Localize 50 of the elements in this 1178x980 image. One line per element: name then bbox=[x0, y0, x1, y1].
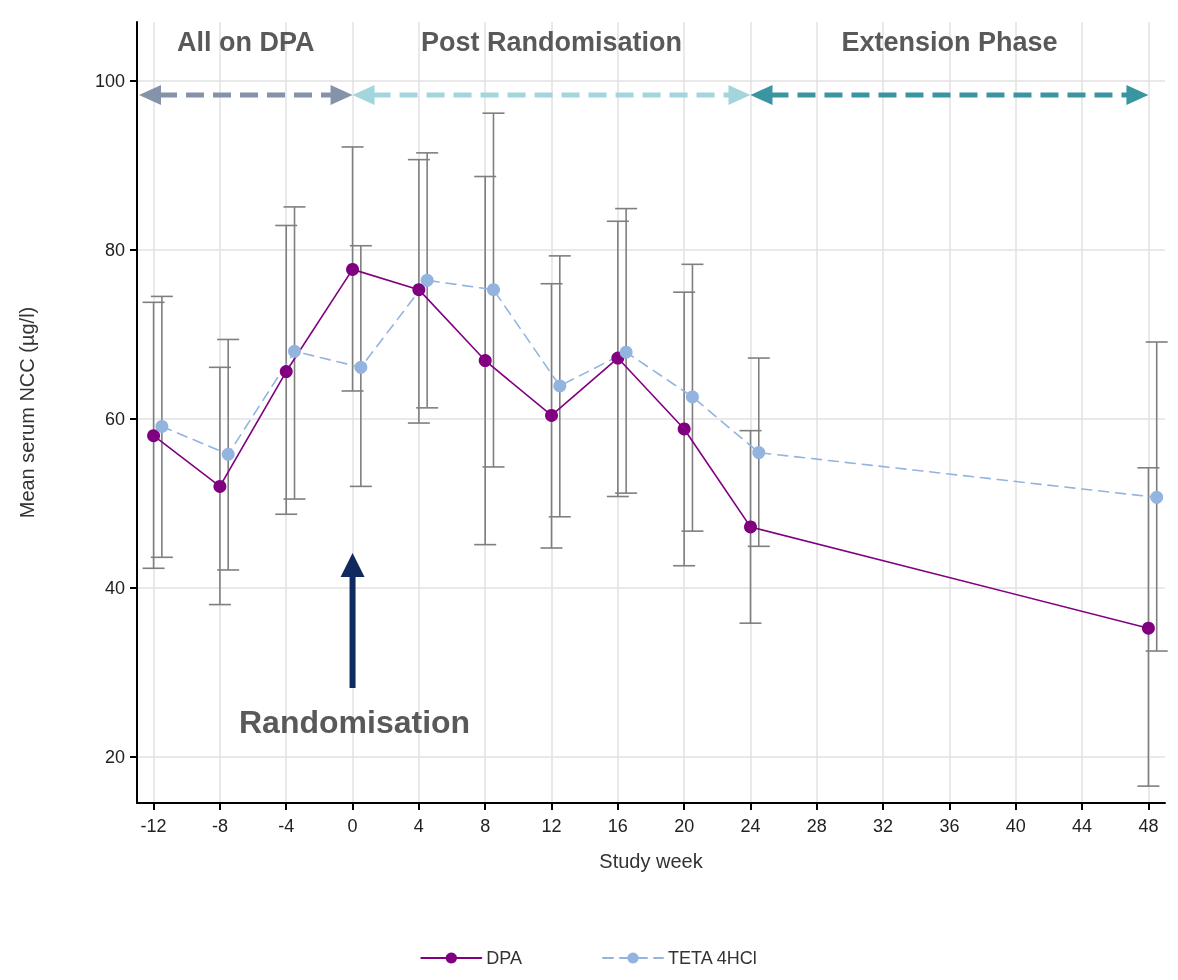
x-tick-label: 24 bbox=[740, 816, 761, 836]
x-tick-label: 12 bbox=[541, 816, 562, 836]
annotation: Extension Phase bbox=[841, 26, 1058, 57]
x-tick-label: -4 bbox=[278, 816, 295, 836]
point bbox=[553, 379, 567, 393]
point bbox=[752, 446, 766, 460]
point bbox=[420, 273, 434, 287]
y-tick-label: 20 bbox=[104, 746, 125, 767]
y-axis-title: Mean serum NCC (µg/l) bbox=[16, 306, 38, 519]
point bbox=[221, 447, 235, 461]
y-tick-label: 40 bbox=[104, 577, 125, 598]
point bbox=[685, 390, 699, 404]
x-tick-label: 20 bbox=[674, 816, 695, 836]
legend-label: TETA 4HCl bbox=[668, 948, 757, 968]
y-tick-label: 100 bbox=[94, 71, 125, 92]
point bbox=[412, 283, 426, 297]
x-tick-label: 36 bbox=[939, 816, 960, 836]
x-tick-label: 28 bbox=[806, 816, 827, 836]
x-tick-label: 32 bbox=[873, 816, 894, 836]
x-axis-title: Study week bbox=[599, 850, 704, 872]
point bbox=[213, 479, 227, 493]
x-tick-label: 44 bbox=[1072, 816, 1093, 836]
point bbox=[744, 520, 757, 534]
point bbox=[155, 419, 169, 433]
point bbox=[1150, 490, 1164, 504]
point bbox=[346, 262, 360, 276]
x-tick-label: 0 bbox=[347, 816, 358, 836]
point bbox=[1141, 621, 1155, 635]
y-tick-label: 80 bbox=[104, 239, 125, 260]
annotation: Post Randomisation bbox=[421, 26, 683, 57]
x-tick-label: -8 bbox=[211, 816, 228, 836]
x-tick-label: 4 bbox=[413, 816, 424, 836]
x-tick-label: 40 bbox=[1005, 816, 1026, 836]
y-tick-label: 60 bbox=[104, 408, 125, 429]
point bbox=[545, 408, 559, 422]
point bbox=[354, 360, 368, 374]
x-tick-label: 16 bbox=[607, 816, 628, 836]
point bbox=[288, 344, 302, 358]
x-tick-label: 48 bbox=[1138, 816, 1159, 836]
annotation: Randomisation bbox=[238, 704, 471, 740]
point bbox=[677, 422, 691, 436]
point bbox=[147, 429, 161, 443]
annotation: All on DPA bbox=[177, 26, 315, 57]
point bbox=[487, 283, 500, 297]
legend-label: DPA bbox=[486, 948, 523, 968]
point bbox=[619, 345, 633, 359]
point bbox=[279, 365, 293, 379]
x-tick-label: -12 bbox=[140, 816, 167, 836]
point bbox=[478, 354, 492, 368]
x-tick-label: 8 bbox=[480, 816, 491, 836]
